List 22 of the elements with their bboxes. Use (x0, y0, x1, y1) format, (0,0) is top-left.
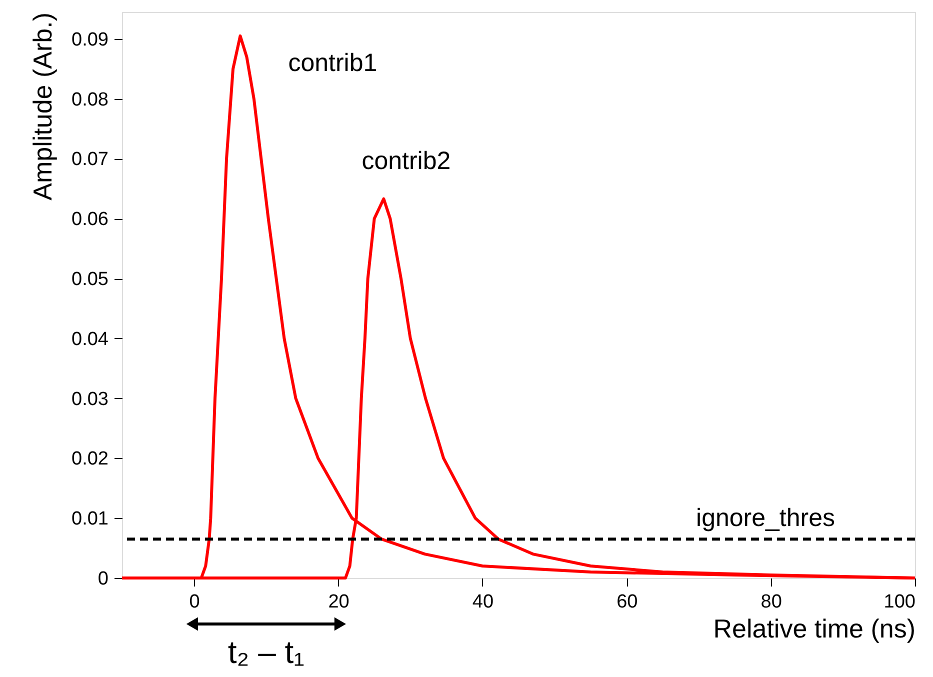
series-label: contrib1 (288, 48, 378, 77)
ref-line-label: ignore_thres (696, 504, 835, 532)
y-tick-label: 0.08 (72, 89, 108, 110)
y-tick-label: 0.07 (72, 149, 108, 170)
x-tick-label: 40 (472, 592, 494, 612)
x-tick-label: 0 (189, 592, 200, 612)
x-tick-label: 60 (616, 592, 638, 612)
y-tick-label: 0.02 (72, 448, 108, 470)
x-tick-label: 80 (760, 592, 782, 612)
y-tick-label: 0.06 (72, 209, 108, 230)
y-tick-label: 0.03 (72, 388, 108, 410)
y-axis-title: Amplitude (Arb.) (28, 12, 58, 200)
y-tick-label: 0.09 (72, 29, 108, 50)
annotation: t₂ – t₁ (228, 634, 304, 670)
x-tick-label: 20 (328, 592, 350, 612)
y-tick-label: 0 (98, 568, 108, 590)
x-tick-label: 100 (884, 592, 916, 612)
y-tick-label: 0.05 (72, 269, 108, 290)
series-label: contrib2 (362, 146, 451, 175)
y-tick-label: 0.04 (72, 328, 109, 350)
y-tick-label: 0.01 (72, 508, 108, 530)
x-axis-title: Relative time (ns) (713, 614, 916, 644)
